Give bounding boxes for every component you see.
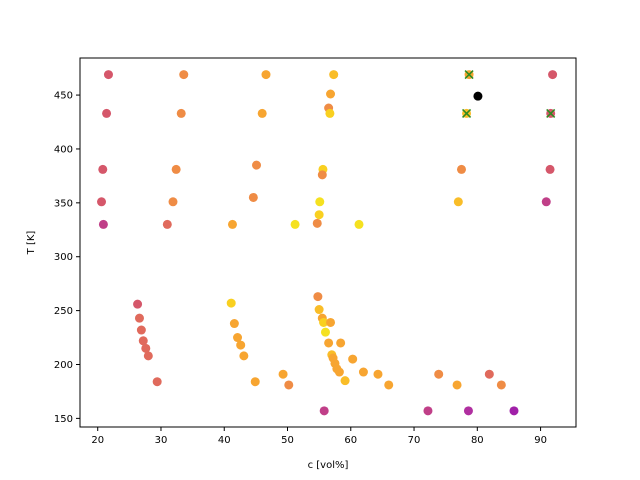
data-point-x-marker bbox=[464, 70, 474, 80]
x-tick-label: 80 bbox=[471, 435, 484, 446]
data-point bbox=[336, 338, 346, 348]
data-point bbox=[284, 380, 294, 390]
data-point bbox=[423, 406, 433, 416]
data-point bbox=[329, 70, 339, 80]
y-tick-label: 350 bbox=[54, 198, 73, 209]
data-point bbox=[326, 317, 336, 327]
data-point bbox=[314, 210, 324, 220]
data-point bbox=[143, 351, 153, 361]
data-point bbox=[545, 164, 555, 174]
data-point bbox=[133, 299, 143, 309]
data-point bbox=[326, 89, 336, 99]
data-point bbox=[98, 164, 108, 174]
y-axis-label: T [K] bbox=[26, 231, 37, 256]
data-point bbox=[278, 369, 288, 379]
data-point bbox=[313, 292, 323, 302]
data-point bbox=[314, 305, 324, 315]
plot-background bbox=[80, 58, 576, 427]
data-point bbox=[434, 369, 444, 379]
data-point bbox=[373, 369, 383, 379]
data-point bbox=[496, 380, 506, 390]
data-point bbox=[229, 319, 239, 329]
data-point bbox=[227, 219, 237, 229]
y-tick-label: 450 bbox=[54, 91, 73, 102]
data-point bbox=[98, 219, 108, 229]
data-point bbox=[317, 170, 327, 180]
x-tick-label: 60 bbox=[344, 435, 357, 446]
data-point bbox=[484, 369, 494, 379]
data-point bbox=[134, 313, 144, 323]
data-point bbox=[452, 380, 462, 390]
data-point bbox=[250, 377, 260, 387]
data-point bbox=[348, 354, 358, 364]
data-point bbox=[103, 70, 113, 80]
data-point bbox=[453, 197, 463, 207]
data-point bbox=[233, 333, 243, 343]
data-point bbox=[456, 164, 466, 174]
data-point bbox=[179, 70, 189, 80]
x-axis-label: c [vol%] bbox=[308, 460, 349, 471]
x-tick-label: 70 bbox=[408, 435, 421, 446]
y-tick-label: 200 bbox=[54, 360, 73, 371]
data-point bbox=[541, 197, 551, 207]
data-point bbox=[325, 108, 335, 118]
x-tick-label: 30 bbox=[155, 435, 168, 446]
data-point-x-marker bbox=[546, 108, 556, 118]
data-point bbox=[290, 219, 300, 229]
data-point bbox=[319, 317, 329, 327]
data-point bbox=[261, 70, 271, 80]
data-point bbox=[509, 406, 519, 416]
y-axis-ticks: 150 200 250 300 350 400 450 bbox=[54, 91, 80, 425]
data-point bbox=[334, 367, 344, 377]
data-points bbox=[97, 70, 558, 416]
data-point bbox=[171, 164, 181, 174]
y-tick-label: 150 bbox=[54, 414, 73, 425]
data-point bbox=[473, 91, 483, 101]
data-point bbox=[136, 325, 146, 335]
data-point bbox=[354, 219, 364, 229]
y-tick-label: 400 bbox=[54, 144, 73, 155]
data-point bbox=[138, 336, 148, 346]
x-tick-label: 20 bbox=[91, 435, 104, 446]
data-point bbox=[176, 108, 186, 118]
data-point bbox=[320, 327, 330, 337]
data-point bbox=[97, 197, 107, 207]
x-tick-label: 90 bbox=[534, 435, 547, 446]
data-point bbox=[312, 218, 322, 228]
data-point bbox=[340, 376, 350, 386]
data-point bbox=[319, 406, 329, 416]
data-point bbox=[257, 108, 267, 118]
data-point bbox=[152, 377, 162, 387]
data-point bbox=[324, 338, 334, 348]
data-point bbox=[384, 380, 394, 390]
data-point bbox=[358, 367, 368, 377]
data-point bbox=[239, 351, 249, 361]
x-axis-ticks: 20 30 40 50 60 70 80 90 bbox=[91, 427, 547, 446]
y-tick-label: 250 bbox=[54, 306, 73, 317]
plot-frame bbox=[79, 57, 577, 428]
data-point bbox=[226, 298, 236, 308]
data-point bbox=[168, 197, 178, 207]
y-tick-label: 300 bbox=[54, 252, 73, 263]
data-point bbox=[548, 70, 558, 80]
data-point bbox=[248, 192, 258, 202]
data-point bbox=[102, 108, 112, 118]
data-point bbox=[236, 340, 246, 350]
data-point bbox=[315, 197, 325, 207]
data-point-x-marker bbox=[461, 108, 472, 118]
data-point bbox=[141, 343, 151, 353]
data-point bbox=[252, 160, 262, 170]
x-tick-label: 50 bbox=[281, 435, 294, 446]
data-point bbox=[162, 219, 172, 229]
x-tick-label: 40 bbox=[218, 435, 231, 446]
data-point bbox=[463, 406, 473, 416]
